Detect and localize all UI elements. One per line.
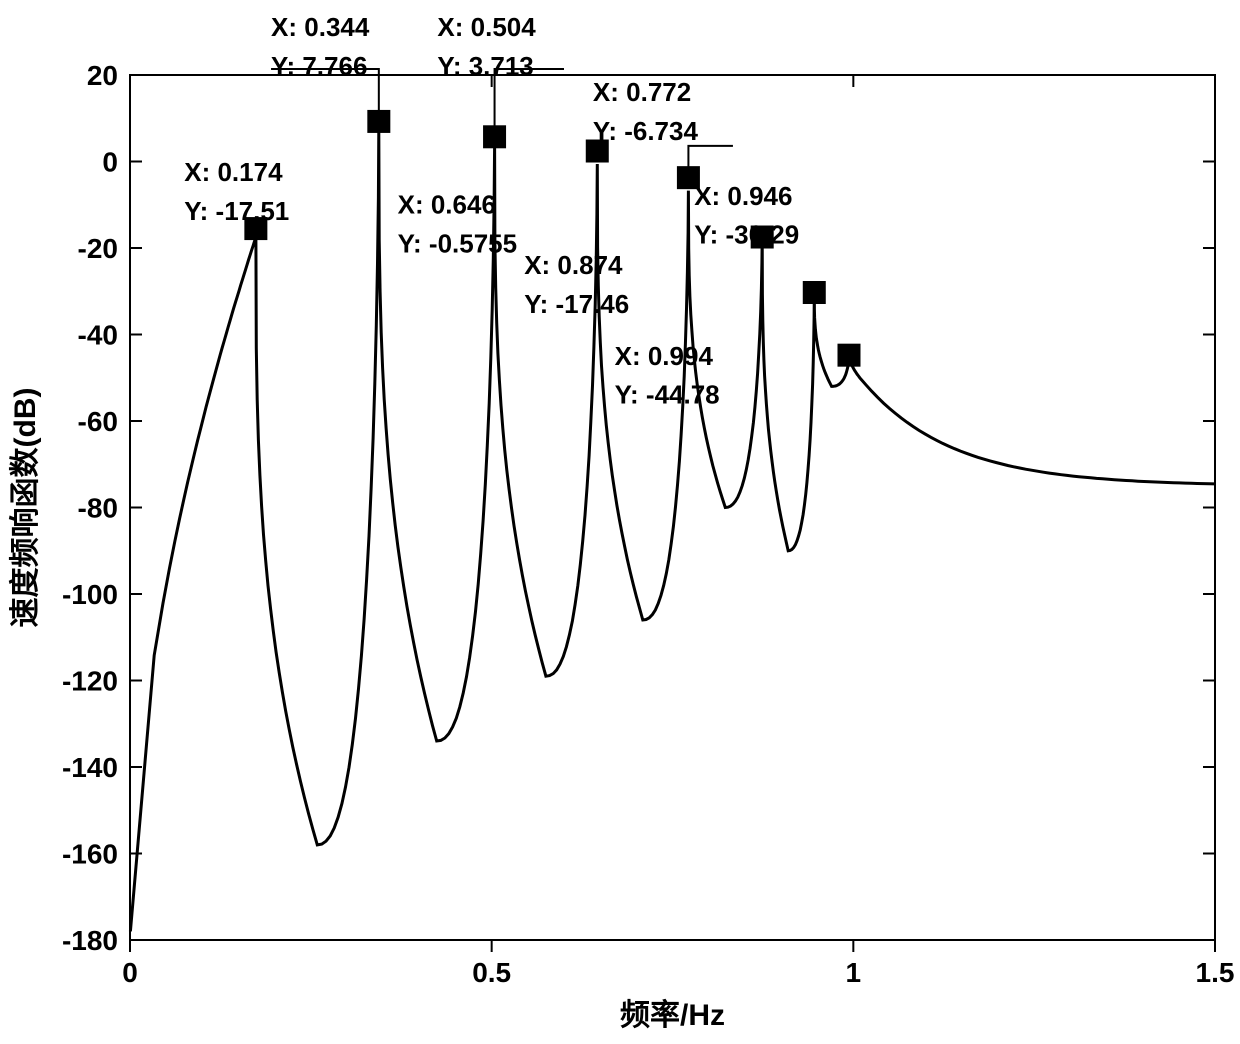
annotation-x: X: 0.646: [398, 189, 496, 219]
y-tick-label: -180: [62, 925, 118, 956]
annotation-y: Y: -30.29: [694, 220, 799, 250]
leader-line: [688, 146, 733, 167]
annotation-x: X: 0.344: [271, 12, 370, 42]
axes-box: [130, 75, 1215, 940]
annotation-y: Y: -0.5755: [398, 228, 517, 258]
y-tick-label: -20: [78, 233, 118, 264]
peak-marker: [838, 344, 860, 366]
y-axis-label: 速度频响函数(dB): [9, 388, 42, 628]
annotation-x: X: 0.772: [593, 77, 691, 107]
x-tick-label: 1: [846, 957, 862, 988]
x-axis-label: 频率/Hz: [620, 999, 725, 1032]
annotation-y: Y: -6.734: [593, 116, 699, 146]
y-tick-label: -120: [62, 666, 118, 697]
frequency-response-chart: 0 0.5 1 1.5 -180 -160 -140 -120 -100 -80 -60 -40 -20…: [0, 0, 1240, 1039]
annotation-y: Y: 7.766: [271, 51, 367, 81]
annotation-x: X: 0.504: [437, 12, 536, 42]
annotation-x: X: 0.994: [615, 341, 714, 371]
frf-curve: [130, 128, 1215, 932]
y-tick-label: -100: [62, 579, 118, 610]
peak-marker: [368, 110, 390, 132]
x-tick-label: 0.5: [472, 957, 511, 988]
y-tick-label: -160: [62, 839, 118, 870]
y-tick-label: 0: [102, 147, 118, 178]
annotation-x: X: 0.946: [694, 181, 792, 211]
x-tick-label: 1.5: [1196, 957, 1235, 988]
y-tick-label: 20: [87, 60, 118, 91]
y-tick-label: -60: [78, 406, 118, 437]
y-tick-label: -80: [78, 493, 118, 524]
annotation-y: Y: -17.51: [184, 196, 289, 226]
chart-svg: 0 0.5 1 1.5 -180 -160 -140 -120 -100 -80 -60 -40 -20…: [0, 0, 1240, 1039]
x-tick-label: 0: [122, 957, 138, 988]
y-tick-label: -140: [62, 752, 118, 783]
peak-marker: [803, 282, 825, 304]
annotation-x: X: 0.874: [524, 250, 623, 280]
annotation-y: Y: -44.78: [615, 380, 720, 410]
annotation-y: Y: 3.713: [437, 51, 533, 81]
annotation-y: Y: -17.46: [524, 289, 629, 319]
y-tick-label: -40: [78, 320, 118, 351]
annotation-x: X: 0.174: [184, 157, 283, 187]
peak-marker: [484, 126, 506, 148]
